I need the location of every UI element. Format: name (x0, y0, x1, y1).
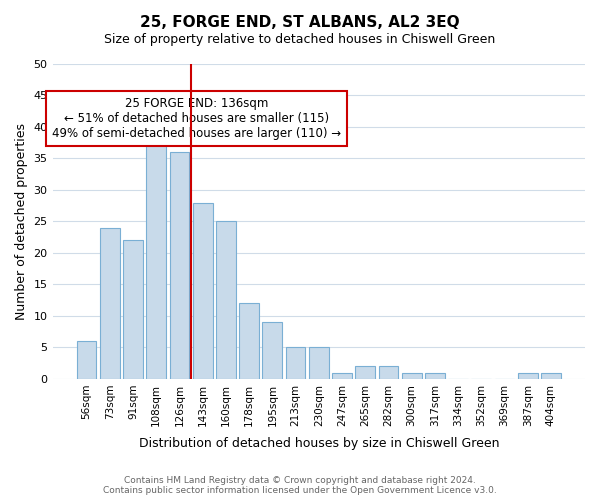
Bar (100, 228, 119, 379)
Y-axis label: Number of detached properties: Number of detached properties (15, 123, 28, 320)
Bar (146, 114, 166, 379)
Bar (193, 202, 212, 379)
Bar (425, 372, 445, 379)
Bar (355, 366, 375, 379)
Text: 25, FORGE END, ST ALBANS, AL2 3EQ: 25, FORGE END, ST ALBANS, AL2 3EQ (140, 15, 460, 30)
Bar (518, 372, 538, 379)
Bar (402, 372, 422, 379)
Bar (123, 240, 143, 379)
Bar (309, 348, 329, 379)
Bar (332, 372, 352, 379)
Bar (541, 372, 561, 379)
X-axis label: Distribution of detached houses by size in Chiswell Green: Distribution of detached houses by size … (139, 437, 499, 450)
Bar (77, 341, 97, 379)
Bar (170, 152, 190, 379)
Bar (379, 366, 398, 379)
Bar (239, 304, 259, 379)
Text: Size of property relative to detached houses in Chiswell Green: Size of property relative to detached ho… (104, 32, 496, 46)
Text: 25 FORGE END: 136sqm
← 51% of detached houses are smaller (115)
49% of semi-deta: 25 FORGE END: 136sqm ← 51% of detached h… (52, 97, 341, 140)
Bar (286, 348, 305, 379)
Text: Contains HM Land Registry data © Crown copyright and database right 2024.
Contai: Contains HM Land Registry data © Crown c… (103, 476, 497, 495)
Bar (216, 222, 236, 379)
Bar (262, 322, 282, 379)
